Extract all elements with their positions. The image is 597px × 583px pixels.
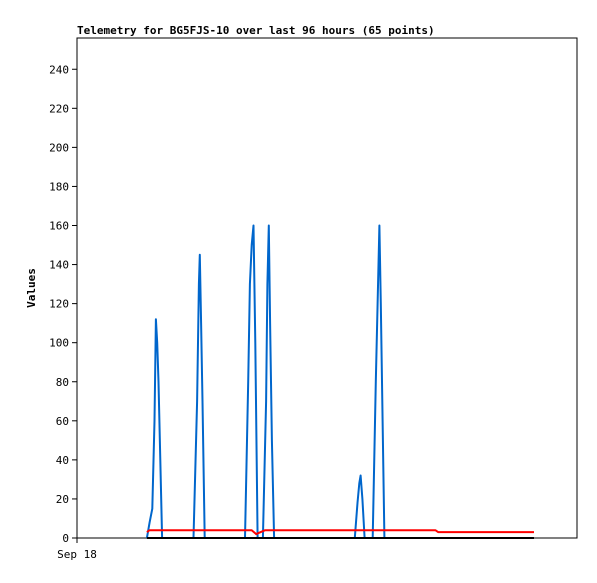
y-tick-label: 200 (49, 141, 69, 154)
y-tick-label: 100 (49, 337, 69, 350)
y-tick-label: 140 (49, 259, 69, 272)
x-tick-label: Sep 18 (57, 548, 97, 561)
y-tick-label: 180 (49, 180, 69, 193)
series-line-1 (145, 224, 386, 539)
y-tick-label: 120 (49, 298, 69, 311)
y-tick-label: 80 (56, 376, 69, 389)
y-tick-label: 240 (49, 63, 69, 76)
y-tick-label: 40 (56, 454, 69, 467)
chart-title: Telemetry for BG5FJS-10 over last 96 hou… (77, 24, 435, 37)
y-tick-label: 60 (56, 415, 69, 428)
y-tick-label: 0 (62, 532, 69, 545)
y-axis-ticks: 0 20 40 60 80 100 120 140 160 180 200 220 240 (49, 63, 77, 545)
series-line-2 (146, 529, 534, 536)
y-tick-label: 160 (49, 220, 69, 233)
x-axis-ticks: Sep 18 (57, 538, 97, 561)
plot-frame (76, 37, 578, 539)
y-axis-title: Values (25, 268, 38, 308)
y-tick-label: 20 (56, 493, 69, 506)
series-lines (145, 224, 534, 539)
y-tick-label: 220 (49, 102, 69, 115)
